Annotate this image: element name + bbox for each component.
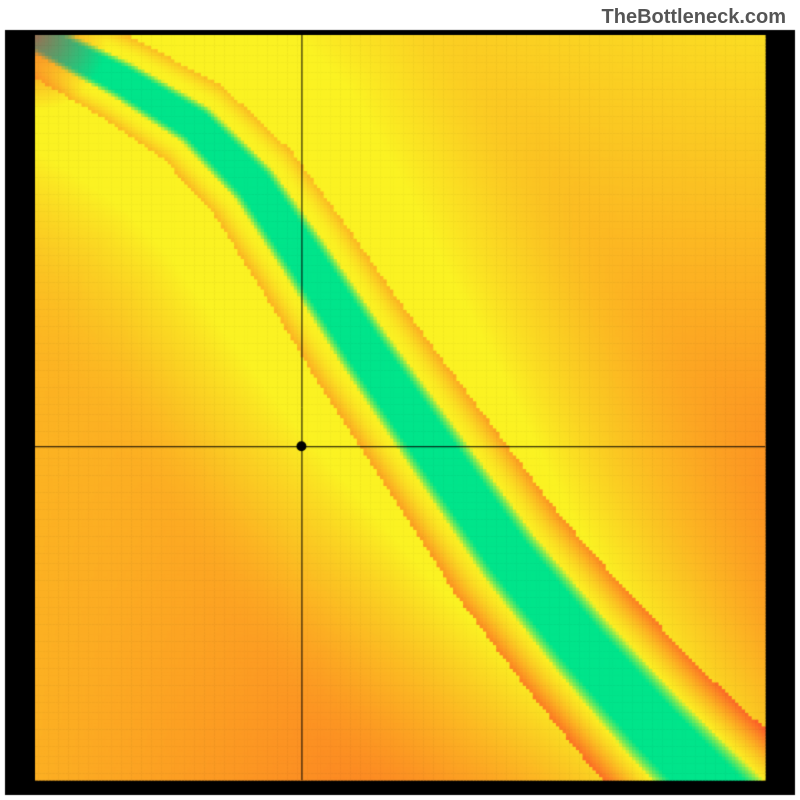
chart-container: TheBottleneck.com [0, 0, 800, 800]
watermark-text: TheBottleneck.com [602, 6, 786, 29]
heatmap-canvas [0, 0, 800, 800]
